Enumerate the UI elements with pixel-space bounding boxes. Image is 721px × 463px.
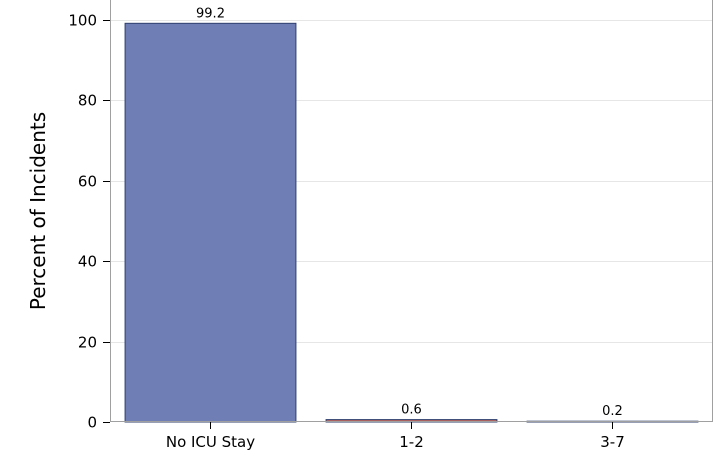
y-tick-label: 100 <box>68 12 97 30</box>
y-tick-label: 60 <box>78 173 97 191</box>
data-labels: 99.2 0.6 0.2 <box>196 6 623 419</box>
bars <box>124 22 699 423</box>
x-tick-label: 3-7 <box>600 433 625 451</box>
y-tick-label: 20 <box>78 334 97 352</box>
y-tick-label: 0 <box>87 414 97 432</box>
bar <box>124 22 297 423</box>
y-tick-label: 40 <box>78 253 97 271</box>
y-axis-title: Percent of Incidents <box>26 112 50 310</box>
axes <box>110 0 713 422</box>
x-ticks: No ICU Stay 1-2 3-7 <box>166 422 625 451</box>
y-tick-label: 80 <box>78 92 97 110</box>
x-tick-label: 1-2 <box>399 433 424 451</box>
bar-value-label: 0.2 <box>602 404 623 419</box>
bar-value-label: 0.6 <box>401 403 422 418</box>
plot-frame <box>110 0 713 422</box>
x-tick-label: No ICU Stay <box>166 433 255 451</box>
bar-value-label: 99.2 <box>196 6 225 21</box>
y-ticks: 0 20 40 60 80 100 <box>68 12 110 432</box>
